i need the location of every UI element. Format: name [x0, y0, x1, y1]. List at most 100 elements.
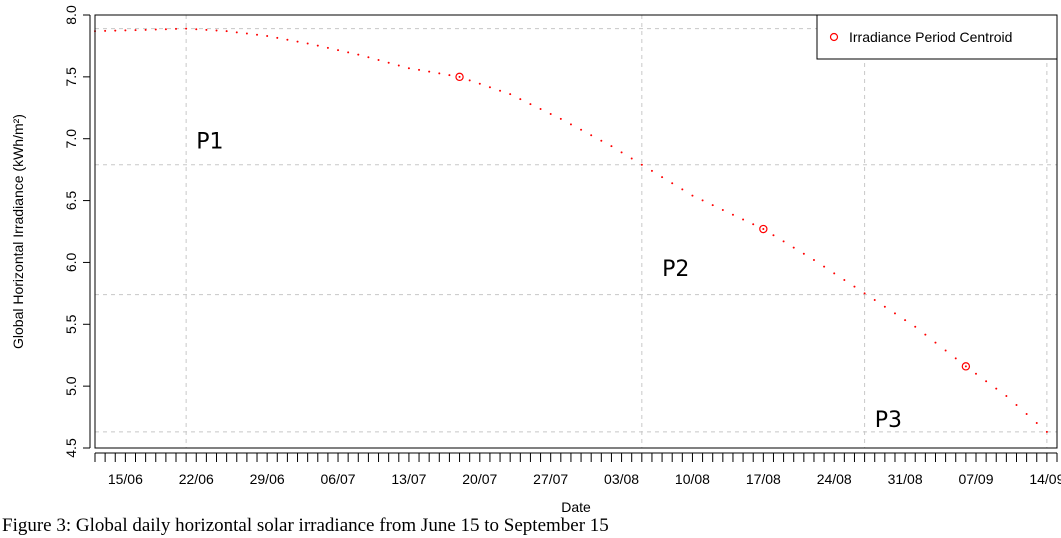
curve-dot	[509, 93, 512, 96]
curve-dot	[711, 204, 714, 207]
x-tick-label: 22/06	[179, 471, 214, 487]
curve-dot	[134, 29, 137, 32]
x-tick-label: 03/08	[604, 471, 639, 487]
curve-dot	[519, 98, 522, 101]
curve-dot	[175, 27, 178, 30]
curve-dot	[974, 372, 977, 375]
curve-dot	[610, 145, 613, 148]
y-axis-title: Global Horizontal Irradiance (kWh/m²)	[10, 114, 26, 349]
curve-dot	[671, 182, 674, 185]
curve-dot	[721, 208, 724, 211]
curve-dot	[448, 74, 451, 77]
centroid-marker	[759, 224, 768, 234]
irradiance-curve	[94, 27, 1048, 433]
x-tick-label: 27/07	[533, 471, 568, 487]
curve-dot	[883, 305, 886, 308]
x-tick-label: 20/07	[462, 471, 497, 487]
period-label: P1	[196, 130, 223, 155]
period-labels: P1 P2 P3	[196, 130, 902, 433]
curve-dot	[620, 151, 623, 154]
curve-dot	[762, 228, 765, 231]
curve-dot	[580, 128, 583, 131]
curve-dot	[569, 123, 572, 126]
y-tick-label: 8.0	[63, 5, 79, 25]
curve-dot	[691, 194, 694, 197]
curve-dot	[205, 28, 208, 31]
x-tick-label: 10/08	[675, 471, 710, 487]
curve-dot	[985, 380, 988, 383]
x-tick-label: 24/08	[817, 471, 852, 487]
x-tick-label: 15/06	[108, 471, 143, 487]
curve-dot	[529, 103, 532, 106]
curve-dot	[792, 246, 795, 249]
curve-dot	[1045, 430, 1048, 433]
curve-dot	[1035, 421, 1038, 424]
x-tick-label: 29/06	[250, 471, 285, 487]
curve-dot	[225, 30, 228, 33]
curve-dot	[104, 29, 107, 32]
gridlines	[95, 15, 1057, 448]
curve-dot	[934, 341, 937, 344]
x-tick-label: 13/07	[391, 471, 426, 487]
curve-dot	[701, 199, 704, 202]
centroid-markers	[455, 72, 971, 371]
curve-dot	[812, 258, 815, 261]
curve-dot	[1015, 404, 1018, 407]
curve-dot	[630, 157, 633, 160]
curve-dot	[286, 38, 289, 41]
chart: P1 P2 P3 4.5 5.0 5.5 6.0 6.5 7.0 7.5 8.0 15/06 22/…	[10, 5, 1061, 515]
period-label: P2	[662, 257, 689, 282]
curve-dot	[823, 265, 826, 268]
curve-dot	[640, 163, 643, 166]
curve-dot	[164, 28, 167, 31]
curve-dot	[428, 70, 431, 73]
curve-dot	[195, 28, 198, 31]
period-label: P3	[875, 408, 902, 433]
curve-dot	[954, 357, 957, 360]
curve-dot	[539, 108, 542, 111]
x-tick-label: 07/09	[958, 471, 993, 487]
curve-dot	[873, 299, 876, 302]
curve-dot	[367, 56, 370, 59]
curve-dot	[488, 86, 491, 89]
y-tick-label: 5.5	[63, 314, 79, 334]
curve-dot	[154, 28, 157, 31]
curve-dot	[407, 67, 410, 70]
curve-dot	[893, 312, 896, 315]
curve-dot	[742, 218, 745, 221]
legend-box	[816, 14, 1058, 60]
x-tick-label: 31/08	[888, 471, 923, 487]
x-tick-label: 17/08	[746, 471, 781, 487]
curve-dot	[185, 27, 188, 30]
curve-dot	[215, 29, 218, 32]
y-tick-label: 4.5	[63, 438, 79, 458]
curve-dot	[924, 333, 927, 336]
curve-dot	[397, 64, 400, 67]
curve-dot	[752, 223, 755, 226]
curve-dot	[296, 40, 299, 43]
curve-dot	[316, 44, 319, 47]
curve-dot	[124, 29, 127, 32]
curve-dot	[944, 349, 947, 352]
y-tick-label: 6.0	[63, 252, 79, 272]
curve-dot	[782, 240, 785, 243]
legend-label: Irradiance Period Centroid	[849, 29, 1012, 45]
curve-dot	[549, 112, 552, 115]
curve-dot	[1005, 395, 1008, 398]
curve-dot	[114, 29, 117, 32]
curve-dot	[964, 365, 967, 368]
curve-dot	[853, 285, 856, 288]
curve-dot	[1025, 412, 1028, 415]
curve-dot	[843, 278, 846, 281]
y-tick-label: 7.0	[63, 129, 79, 149]
curve-dot	[904, 319, 907, 322]
plot-frame	[94, 14, 1058, 449]
curve-dot	[458, 75, 461, 78]
curve-dot	[914, 325, 917, 328]
curve-dot	[802, 252, 805, 255]
curve-dot	[650, 169, 653, 172]
y-tick-label: 6.5	[63, 191, 79, 211]
curve-dot	[276, 36, 279, 39]
curve-dot	[499, 89, 502, 92]
y-tick-label: 7.5	[63, 67, 79, 87]
